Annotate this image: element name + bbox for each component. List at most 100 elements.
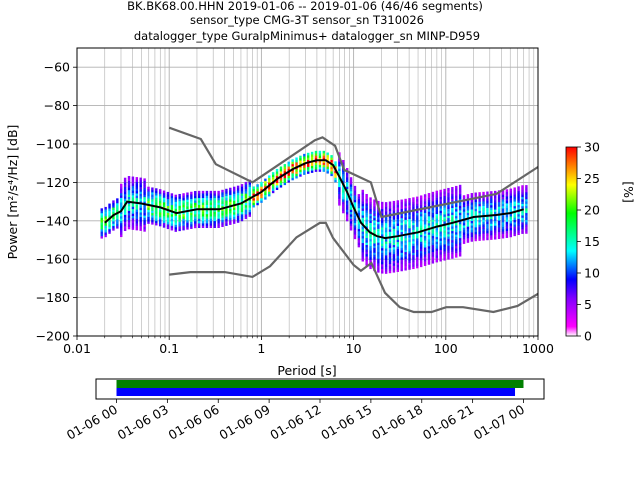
- density-cell: [221, 201, 224, 204]
- density-cell: [264, 185, 267, 189]
- density-cell: [412, 211, 415, 214]
- density-cell: [470, 195, 474, 198]
- density-cell: [427, 243, 431, 247]
- density-cell: [147, 216, 150, 220]
- density-cell: [412, 213, 415, 217]
- density-cell: [455, 185, 458, 189]
- density-cell: [248, 191, 251, 194]
- density-cell: [345, 186, 349, 190]
- density-cell: [455, 225, 458, 228]
- density-cell: [419, 234, 423, 238]
- density-cell: [525, 215, 528, 218]
- density-cell: [412, 243, 415, 247]
- density-cell: [334, 175, 337, 178]
- density-cell: [240, 209, 244, 213]
- density-cell: [155, 215, 158, 219]
- density-cell: [412, 238, 415, 242]
- density-cell: [400, 229, 403, 233]
- density-cell: [349, 193, 353, 196]
- density-cell: [439, 210, 442, 214]
- density-cell: [517, 216, 520, 219]
- y-tick-label: −140: [36, 213, 70, 228]
- density-cell: [131, 227, 135, 230]
- density-cell: [384, 222, 388, 226]
- density-cell: [474, 201, 477, 205]
- density-cell: [369, 264, 372, 267]
- density-cell: [439, 240, 442, 244]
- density-cell: [478, 210, 481, 214]
- density-cell: [287, 180, 290, 183]
- density-cell: [505, 219, 509, 222]
- density-cell: [365, 253, 368, 257]
- density-cell: [213, 197, 216, 201]
- density-cell: [155, 197, 158, 201]
- density-cell: [447, 190, 450, 193]
- density-cell: [419, 239, 423, 242]
- density-cell: [416, 265, 419, 269]
- density-cell: [408, 204, 411, 208]
- density-cell: [252, 202, 255, 206]
- density-cell: [135, 211, 139, 215]
- density-cell: [369, 204, 372, 207]
- density-cell: [392, 242, 396, 245]
- density-cell: [513, 208, 516, 211]
- density-cell: [240, 188, 244, 192]
- density-cell: [404, 251, 407, 255]
- density-cell: [384, 218, 388, 221]
- density-cell: [501, 224, 505, 227]
- density-cell: [494, 230, 497, 233]
- density-cell: [435, 239, 438, 242]
- density-cell: [381, 206, 384, 210]
- density-cell: [451, 214, 454, 218]
- density-cell: [225, 204, 228, 208]
- density-cell: [120, 232, 123, 235]
- density-cell: [435, 241, 438, 244]
- density-cell: [509, 193, 513, 196]
- density-cell: [447, 187, 450, 191]
- density-cell: [170, 227, 174, 231]
- density-cell: [427, 257, 431, 261]
- density-cell: [248, 184, 251, 187]
- density-cell: [248, 207, 251, 210]
- density-cell: [353, 195, 357, 198]
- x-tick-label: 1000: [522, 341, 554, 356]
- density-cell: [525, 224, 528, 227]
- density-cell: [127, 196, 131, 200]
- density-cell: [120, 220, 123, 224]
- density-cell: [458, 233, 462, 236]
- density-cell: [482, 231, 485, 234]
- density-cell: [108, 215, 111, 218]
- density-cell: [513, 192, 516, 195]
- density-cell: [116, 200, 119, 204]
- density-cell: [392, 228, 396, 232]
- density-cell: [427, 232, 431, 235]
- density-cell: [162, 192, 166, 196]
- density-cell: [295, 157, 298, 161]
- density-cell: [462, 202, 466, 205]
- density-cell: [474, 224, 477, 228]
- density-cell: [521, 229, 524, 232]
- density-cell: [478, 194, 481, 198]
- density-cell: [158, 193, 162, 197]
- mean-psd-curve: [104, 159, 524, 240]
- density-cell: [423, 198, 427, 202]
- density-cell: [513, 203, 516, 207]
- density-cell: [155, 202, 158, 205]
- density-cell: [314, 153, 318, 156]
- density-cell: [365, 223, 368, 227]
- density-cell: [400, 252, 403, 256]
- density-cell: [279, 166, 283, 170]
- density-cell: [252, 200, 255, 203]
- density-cell: [501, 231, 505, 234]
- density-cell: [377, 244, 380, 248]
- density-cell: [470, 223, 474, 226]
- density-cell: [451, 249, 454, 252]
- density-cell: [279, 180, 283, 183]
- density-cell: [408, 211, 411, 215]
- density-cell: [345, 177, 349, 180]
- density-cell: [458, 207, 462, 211]
- density-cell: [342, 189, 345, 193]
- density-cell: [486, 221, 489, 225]
- density-cell: [416, 203, 419, 207]
- density-cell: [268, 177, 271, 181]
